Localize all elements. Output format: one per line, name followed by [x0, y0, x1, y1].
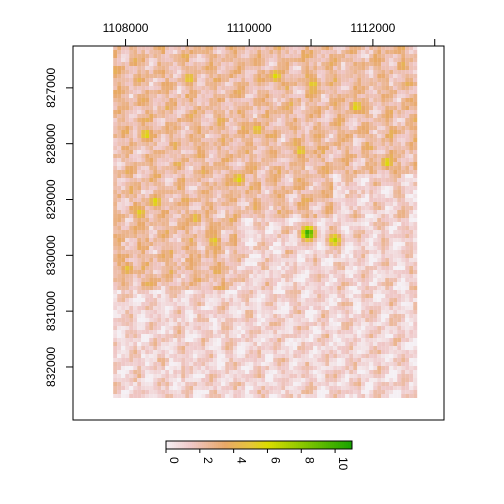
- x-tick-label: 1110000: [227, 21, 272, 35]
- x-tick-label: 1108000: [103, 21, 149, 35]
- colorbar-tick-label: 4: [235, 457, 249, 464]
- colorbar-gradient: [166, 441, 353, 449]
- heatmap-raster: [113, 46, 418, 398]
- colorbar-tick-label: 2: [201, 457, 215, 464]
- colorbar-tick-label: 6: [268, 457, 282, 464]
- colorbar-frame: [165, 440, 353, 450]
- y-axis-left: 827000 828000 829000 830000 831000 832000: [44, 68, 74, 387]
- y-tick-label: 832000: [44, 347, 58, 387]
- x-tick-label: 1112000: [350, 21, 395, 35]
- y-tick-label: 827000: [44, 68, 58, 108]
- colorbar-tick-label: 0: [167, 457, 181, 464]
- y-tick-label: 831000: [44, 291, 58, 331]
- y-tick-label: 829000: [44, 179, 58, 219]
- x-axis-top: 1108000 1110000 1112000: [103, 21, 436, 47]
- colorbar-ticks: 0 2 4 6 8 10: [165, 449, 350, 471]
- colorbar-tick-label: 8: [302, 457, 316, 464]
- colorbar-tick-label: 10: [336, 457, 350, 471]
- colorbar: 0 2 4 6 8 10: [165, 440, 353, 471]
- y-tick-label: 828000: [44, 123, 58, 163]
- y-tick-label: 830000: [44, 235, 58, 275]
